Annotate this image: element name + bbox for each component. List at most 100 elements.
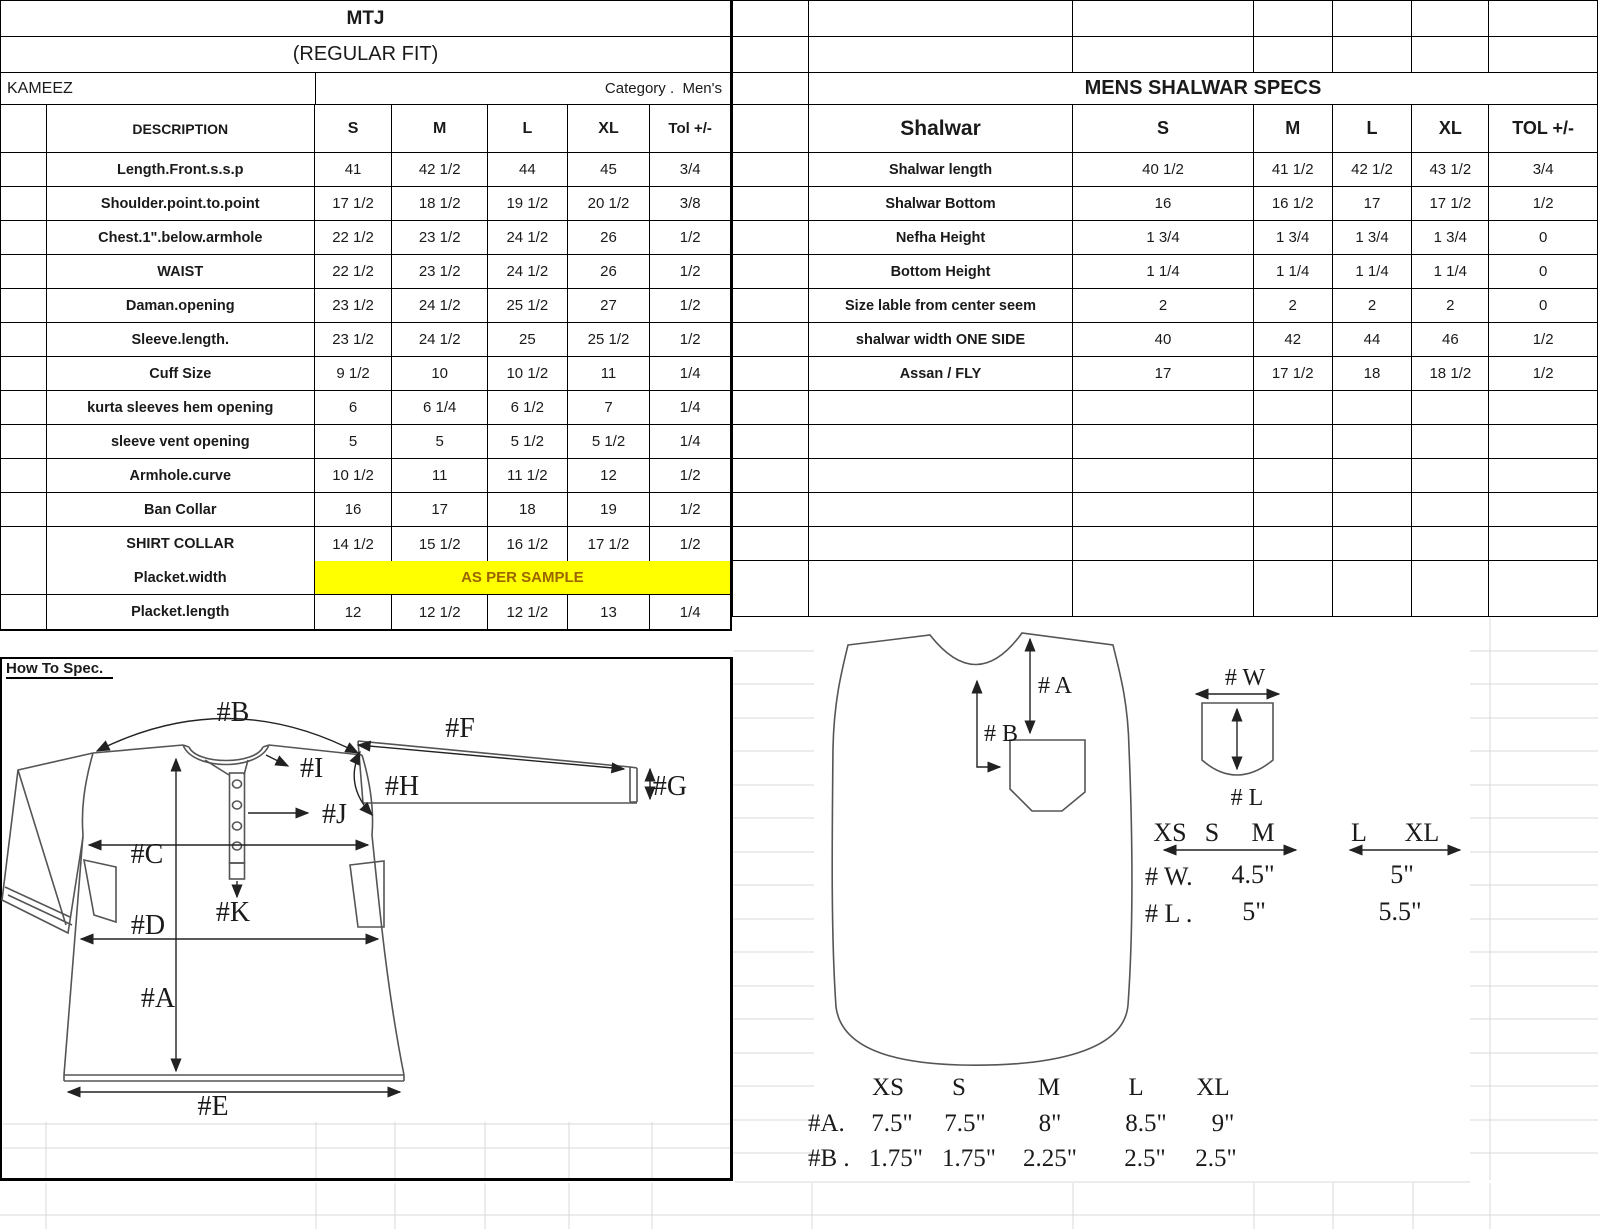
empty-cell[interactable]	[1333, 1, 1413, 36]
size-s-cell[interactable]: 17 1/2	[315, 187, 393, 220]
empty-cell[interactable]	[1333, 459, 1413, 492]
index-cell[interactable]	[1, 357, 47, 390]
sheet-title-cell[interactable]: MTJ	[346, 7, 385, 29]
size-l-cell[interactable]: 17	[1333, 187, 1413, 220]
size-xl-cell[interactable]: 11	[568, 357, 651, 390]
size-xl-cell[interactable]: 45	[568, 153, 651, 186]
gap-cell[interactable]	[733, 221, 809, 254]
empty-cell[interactable]	[1489, 493, 1597, 526]
size-m-cell[interactable]: 17	[392, 493, 488, 526]
gap-cell[interactable]	[733, 357, 809, 390]
spec-label-cell[interactable]: SHIRT COLLAR	[47, 527, 315, 561]
spec-label-cell[interactable]: Bottom Height	[809, 255, 1074, 288]
empty-cell[interactable]	[733, 105, 809, 152]
tolerance-cell[interactable]: 3/4	[679, 161, 701, 178]
empty-cell[interactable]	[809, 561, 1074, 616]
size-xl-cell[interactable]: 26	[568, 255, 651, 288]
empty-cell[interactable]	[809, 493, 1074, 526]
size-xl-cell[interactable]: 2	[1412, 289, 1490, 322]
shalwar-diagram[interactable]: # A # B # W # L XS S M L XL # W. 4.5" 5"…	[732, 615, 1600, 1229]
size-l-cell[interactable]: 25	[488, 323, 568, 356]
empty-cell[interactable]	[1073, 459, 1254, 492]
size-xl-cell[interactable]: 43 1/2	[1412, 153, 1490, 186]
tolerance-cell[interactable]: 0	[1538, 297, 1548, 314]
size-xl-cell[interactable]: 1 1/4	[1412, 255, 1490, 288]
index-cell[interactable]	[1, 595, 47, 629]
spec-label-cell[interactable]: Placket.width	[47, 561, 315, 594]
size-s-cell[interactable]: 23 1/2	[315, 289, 393, 322]
index-cell[interactable]	[1, 289, 47, 322]
fit-subtitle-cell[interactable]: (REGULAR FIT)	[292, 43, 439, 65]
size-s-cell[interactable]: 1 1/4	[1073, 255, 1254, 288]
size-s-cell[interactable]: 1 3/4	[1073, 221, 1254, 254]
index-cell[interactable]	[1, 561, 47, 594]
col-header-xl[interactable]: XL	[568, 105, 651, 152]
size-l-cell[interactable]: 44	[1333, 323, 1413, 356]
size-m-cell[interactable]: 1 1/4	[1254, 255, 1333, 288]
size-m-cell[interactable]: 23 1/2	[392, 255, 488, 288]
spec-label-cell[interactable]: Length.Front.s.s.p	[47, 153, 315, 186]
empty-cell[interactable]	[733, 459, 809, 492]
tolerance-cell[interactable]: 1/4	[679, 399, 701, 416]
tolerance-cell[interactable]: 1/2	[679, 331, 701, 348]
tolerance-cell[interactable]: 1/2	[679, 229, 701, 246]
size-xl-cell[interactable]: 25 1/2	[568, 323, 651, 356]
col-header-description[interactable]: DESCRIPTION	[47, 105, 315, 152]
size-m-cell[interactable]: 23 1/2	[392, 221, 488, 254]
empty-cell[interactable]	[809, 459, 1074, 492]
as-per-sample-cell[interactable]: AS PER SAMPLE	[314, 561, 730, 594]
spec-label-cell[interactable]: Shalwar length	[809, 153, 1074, 186]
size-l-cell[interactable]: 24 1/2	[488, 221, 568, 254]
size-m-cell[interactable]: 6 1/4	[392, 391, 488, 424]
index-cell[interactable]	[1, 527, 47, 561]
spec-label-cell[interactable]: Nefha Height	[809, 221, 1074, 254]
spec-label-cell[interactable]: sleeve vent opening	[47, 425, 315, 458]
tolerance-cell[interactable]: 1/2	[679, 263, 701, 280]
empty-cell[interactable]	[1333, 391, 1413, 424]
size-xl-cell[interactable]: 7	[568, 391, 651, 424]
tolerance-cell[interactable]: 1/2	[1532, 365, 1554, 382]
empty-cell[interactable]	[1073, 493, 1254, 526]
tolerance-cell[interactable]: 1/4	[679, 433, 701, 450]
size-xl-cell[interactable]: 12	[568, 459, 651, 492]
size-m-cell[interactable]: 1 3/4	[1254, 221, 1333, 254]
garment-name-cell[interactable]: KAMEEZ	[1, 73, 316, 104]
empty-cell[interactable]	[1073, 425, 1254, 458]
empty-cell[interactable]	[733, 37, 809, 72]
size-m-cell[interactable]: 5	[392, 425, 488, 458]
tolerance-cell[interactable]: 0	[1538, 263, 1548, 280]
empty-cell[interactable]	[1073, 1, 1254, 36]
empty-cell[interactable]	[1412, 561, 1490, 616]
tolerance-cell[interactable]: 1/4	[679, 603, 701, 621]
empty-cell[interactable]	[1412, 459, 1490, 492]
size-s-cell[interactable]: 14 1/2	[315, 527, 393, 561]
size-l-cell[interactable]: 1 1/4	[1333, 255, 1413, 288]
size-m-cell[interactable]: 15 1/2	[392, 527, 488, 561]
size-xl-cell[interactable]: 46	[1412, 323, 1490, 356]
empty-cell[interactable]	[733, 73, 809, 104]
spec-label-cell[interactable]: Cuff Size	[47, 357, 315, 390]
size-s-cell[interactable]: 5	[315, 425, 393, 458]
size-s-cell[interactable]: 41	[315, 153, 393, 186]
index-cell[interactable]	[1, 187, 47, 220]
size-xl-cell[interactable]: 26	[568, 221, 651, 254]
tolerance-cell[interactable]: 1/2	[679, 467, 701, 484]
size-s-cell[interactable]: 40	[1073, 323, 1254, 356]
index-cell[interactable]	[1, 221, 47, 254]
size-l-cell[interactable]: 18	[488, 493, 568, 526]
empty-cell[interactable]	[809, 37, 1074, 72]
empty-cell[interactable]	[809, 425, 1074, 458]
size-s-cell[interactable]: 40 1/2	[1073, 153, 1254, 186]
index-cell[interactable]	[1, 425, 47, 458]
size-xl-cell[interactable]: 17 1/2	[1412, 187, 1490, 220]
empty-cell[interactable]	[1254, 425, 1333, 458]
index-cell[interactable]	[1, 323, 47, 356]
gap-cell[interactable]	[733, 153, 809, 186]
size-s-cell[interactable]: 9 1/2	[315, 357, 393, 390]
spec-label-cell[interactable]: Shoulder.point.to.point	[47, 187, 315, 220]
empty-cell[interactable]	[1489, 527, 1597, 560]
size-xl-cell[interactable]: 17 1/2	[568, 527, 651, 561]
size-l-cell[interactable]: 42 1/2	[1333, 153, 1413, 186]
col-header-m[interactable]: M	[392, 105, 488, 152]
col-header-s[interactable]: S	[1073, 105, 1254, 152]
